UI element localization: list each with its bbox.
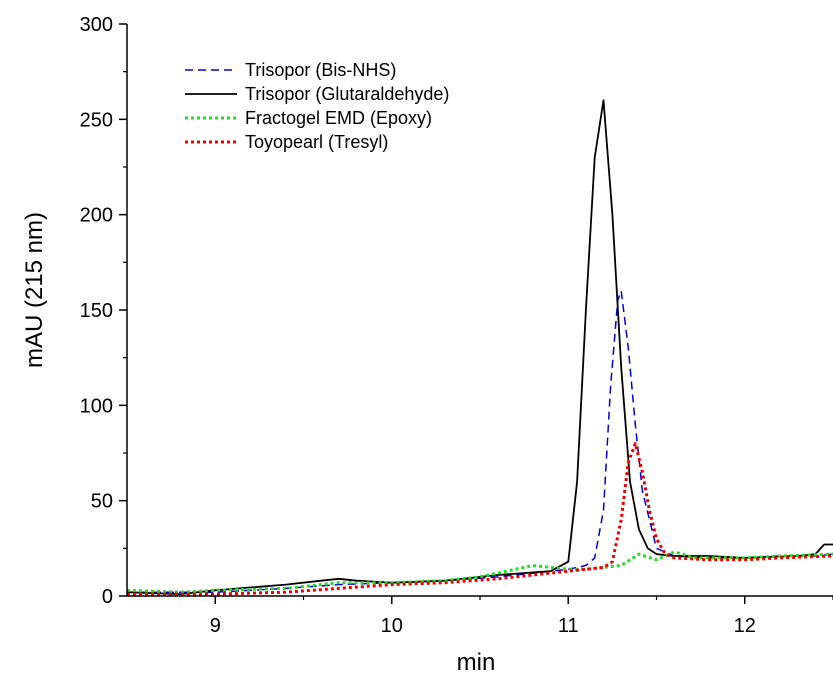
- legend: Trisopor (Bis-NHS) Trisopor (Glutaraldehy…: [185, 60, 449, 152]
- ticks: 0 50 100 150 200 250 300 9 10 11 12: [80, 14, 833, 637]
- legend-label-1: Trisopor (Bis-NHS): [245, 60, 396, 80]
- series-line-4: [127, 442, 833, 596]
- axes: [126, 24, 833, 597]
- y-tick-label: 0: [102, 586, 113, 608]
- y-tick-label: 100: [80, 395, 113, 417]
- x-axis-title: min: [457, 649, 496, 676]
- x-tick-label: 11: [558, 615, 579, 637]
- y-tick-label: 50: [91, 491, 113, 513]
- x-tick-label: 12: [734, 615, 756, 637]
- y-tick-label: 150: [80, 300, 113, 322]
- legend-label-2: Trisopor (Glutaraldehyde): [245, 84, 449, 104]
- legend-label-3: Fractogel EMD (Epoxy): [245, 108, 432, 128]
- series-line-2: [126, 99, 833, 595]
- y-axis-title: mAU (215 nm): [21, 212, 48, 368]
- legend-label-4: Toyopearl (Tresyl): [245, 132, 388, 152]
- y-tick-label: 200: [80, 205, 113, 227]
- x-tick-label: 10: [381, 615, 403, 637]
- series-line-1: [127, 290, 833, 593]
- plot-lines: [126, 99, 833, 596]
- y-tick-label: 300: [80, 14, 113, 36]
- x-tick-label: 9: [210, 615, 221, 637]
- y-tick-label: 250: [80, 109, 113, 131]
